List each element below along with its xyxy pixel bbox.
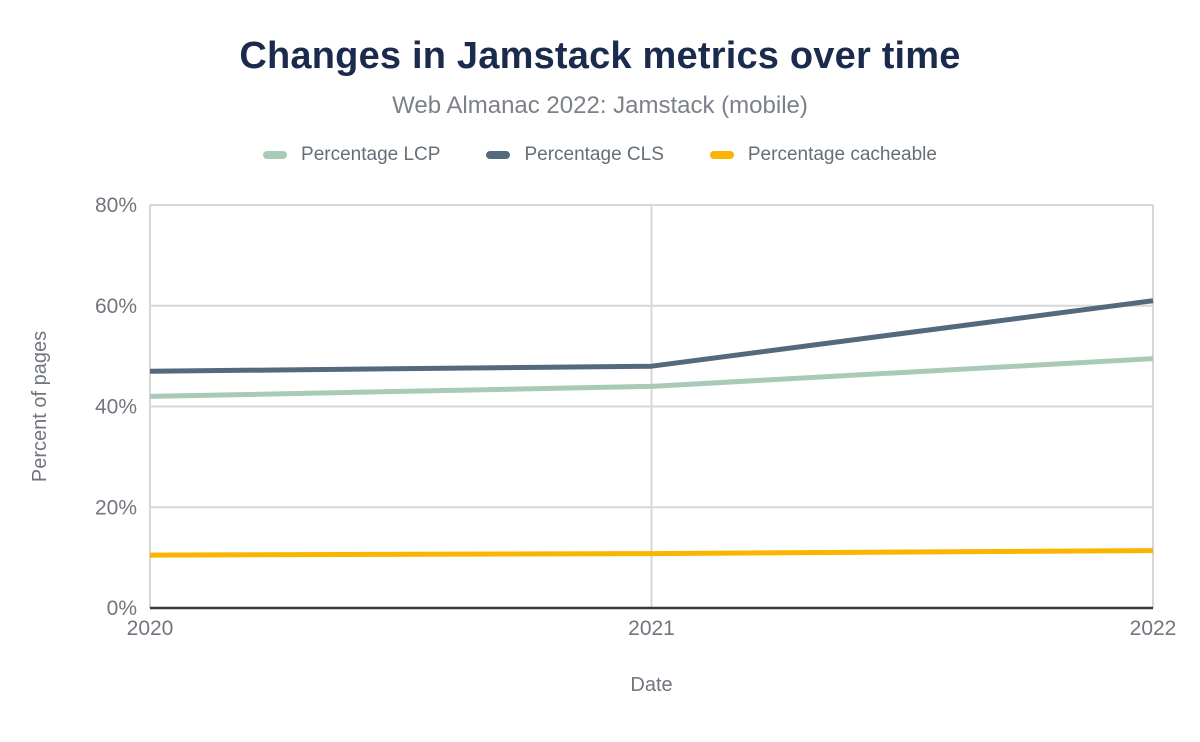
- chart-svg: 0% 20% 40% 60% 80% 2020 2021 2022 Date Percent of…: [29, 194, 1177, 696]
- y-axis-title: Percent of pages: [29, 331, 51, 482]
- x-axis-title: Date: [630, 674, 672, 696]
- cls-swatch-icon: [486, 151, 511, 159]
- y-tick-label: 80%: [95, 194, 137, 217]
- chart-subtitle: Web Almanac 2022: Jamstack (mobile): [392, 92, 808, 119]
- legend-label-lcp: Percentage LCP: [301, 144, 441, 165]
- y-tick-label: 20%: [95, 496, 137, 519]
- legend-label-cacheable: Percentage cacheable: [747, 144, 937, 165]
- legend-item-cacheable: Percentage cacheable: [709, 144, 937, 166]
- x-tick-label: 2020: [127, 617, 174, 640]
- x-tick-label: 2022: [1130, 617, 1177, 640]
- y-tick-label: 60%: [95, 295, 137, 318]
- cacheable-swatch-icon: [709, 151, 734, 159]
- lcp-swatch-icon: [263, 151, 288, 159]
- x-tick-label: 2021: [628, 617, 675, 640]
- legend-item-cls: Percentage CLS: [486, 144, 664, 166]
- chart-legend: Percentage LCP Percentage CLS Percentage…: [0, 144, 1200, 166]
- line-series: [149, 356, 1154, 399]
- line-series: [149, 548, 1154, 558]
- y-tick-label: 0%: [107, 597, 137, 620]
- legend-label-cls: Percentage CLS: [524, 144, 664, 165]
- chart-title: Changes in Jamstack metrics over time: [239, 35, 961, 77]
- chart-plot-area: 0% 20% 40% 60% 80% 2020 2021 2022 Date Percent of…: [0, 170, 1200, 742]
- legend-item-lcp: Percentage LCP: [263, 144, 440, 166]
- line-series: [149, 298, 1154, 374]
- y-tick-label: 40%: [95, 396, 137, 419]
